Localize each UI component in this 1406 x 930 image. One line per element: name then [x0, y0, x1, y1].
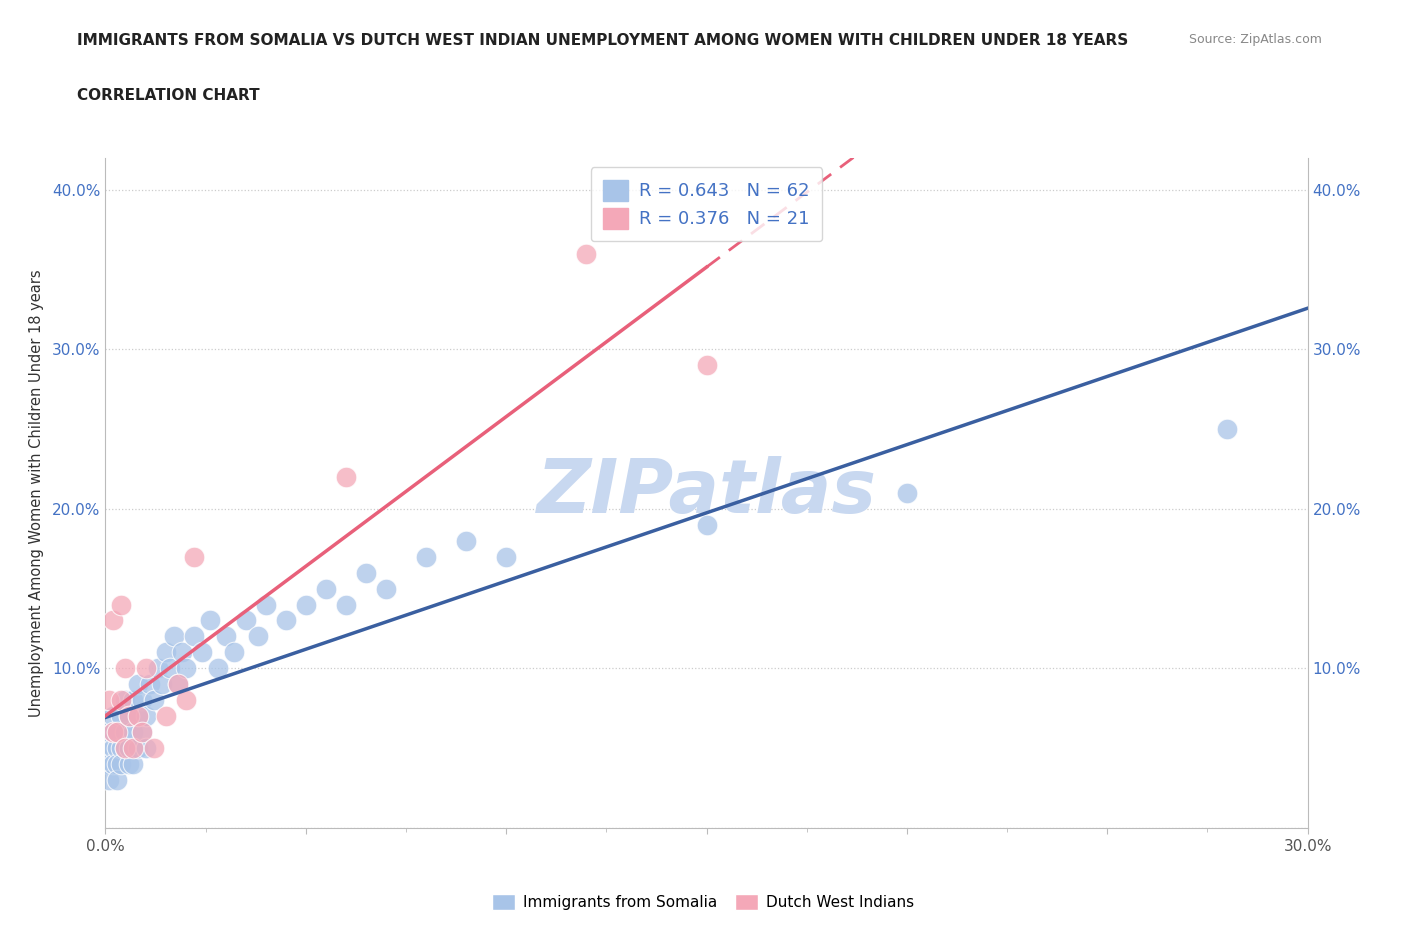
Point	[127, 709, 149, 724]
Point	[274, 613, 297, 628]
Point	[122, 740, 145, 755]
Point	[127, 740, 149, 755]
Point	[135, 740, 157, 755]
Point	[114, 661, 136, 676]
Point	[122, 724, 145, 739]
Point	[166, 677, 188, 692]
Point	[103, 724, 125, 739]
Point	[107, 724, 129, 739]
Legend: R = 0.643   N = 62, R = 0.376   N = 21: R = 0.643 N = 62, R = 0.376 N = 21	[591, 167, 823, 242]
Point	[103, 756, 125, 771]
Point	[103, 613, 125, 628]
Point	[246, 629, 269, 644]
Point	[98, 693, 121, 708]
Point	[335, 470, 357, 485]
Text: ZIPatlas: ZIPatlas	[537, 457, 876, 529]
Point	[122, 756, 145, 771]
Point	[575, 246, 598, 261]
Point	[110, 709, 132, 724]
Point	[162, 629, 184, 644]
Point	[150, 677, 173, 692]
Point	[190, 644, 212, 659]
Point	[94, 740, 117, 755]
Point	[896, 485, 918, 500]
Point	[170, 644, 193, 659]
Point	[295, 597, 318, 612]
Point	[131, 693, 153, 708]
Point	[155, 644, 177, 659]
Point	[118, 709, 141, 724]
Point	[110, 597, 132, 612]
Point	[354, 565, 377, 580]
Point	[107, 756, 129, 771]
Point	[131, 724, 153, 739]
Point	[114, 740, 136, 755]
Point	[142, 693, 165, 708]
Point	[118, 756, 141, 771]
Point	[114, 724, 136, 739]
Point	[103, 740, 125, 755]
Point	[696, 517, 718, 532]
Point	[166, 677, 188, 692]
Point	[138, 677, 160, 692]
Text: Source: ZipAtlas.com: Source: ZipAtlas.com	[1188, 33, 1322, 46]
Y-axis label: Unemployment Among Women with Children Under 18 years: Unemployment Among Women with Children U…	[28, 269, 44, 717]
Point	[107, 740, 129, 755]
Point	[146, 661, 169, 676]
Point	[235, 613, 257, 628]
Point	[135, 661, 157, 676]
Point	[98, 756, 121, 771]
Point	[98, 773, 121, 788]
Point	[110, 756, 132, 771]
Point	[142, 740, 165, 755]
Legend: Immigrants from Somalia, Dutch West Indians: Immigrants from Somalia, Dutch West Indi…	[485, 886, 921, 918]
Point	[183, 629, 205, 644]
Point	[135, 709, 157, 724]
Point	[114, 740, 136, 755]
Point	[374, 581, 398, 596]
Point	[110, 740, 132, 755]
Point	[107, 773, 129, 788]
Point	[103, 724, 125, 739]
Point	[127, 677, 149, 692]
Point	[127, 709, 149, 724]
Point	[1216, 421, 1239, 436]
Point	[696, 358, 718, 373]
Point	[118, 740, 141, 755]
Point	[183, 550, 205, 565]
Point	[174, 661, 197, 676]
Point	[454, 533, 477, 548]
Point	[110, 693, 132, 708]
Point	[254, 597, 277, 612]
Point	[335, 597, 357, 612]
Point	[103, 709, 125, 724]
Point	[118, 709, 141, 724]
Point	[222, 644, 245, 659]
Point	[155, 709, 177, 724]
Point	[174, 693, 197, 708]
Point	[122, 693, 145, 708]
Point	[98, 724, 121, 739]
Point	[315, 581, 337, 596]
Point	[214, 629, 236, 644]
Point	[107, 724, 129, 739]
Text: CORRELATION CHART: CORRELATION CHART	[77, 88, 260, 103]
Point	[114, 693, 136, 708]
Point	[207, 661, 229, 676]
Point	[159, 661, 181, 676]
Text: IMMIGRANTS FROM SOMALIA VS DUTCH WEST INDIAN UNEMPLOYMENT AMONG WOMEN WITH CHILD: IMMIGRANTS FROM SOMALIA VS DUTCH WEST IN…	[77, 33, 1129, 47]
Point	[495, 550, 517, 565]
Point	[131, 724, 153, 739]
Point	[198, 613, 221, 628]
Point	[415, 550, 437, 565]
